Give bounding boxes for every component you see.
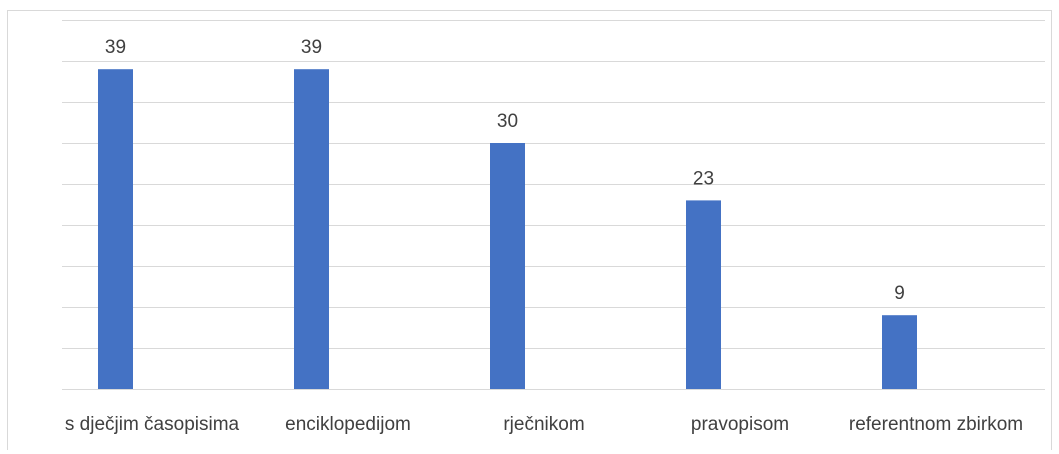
bar-3: [686, 200, 721, 389]
data-label-1: 39: [301, 37, 322, 58]
category-tick-labels: s dječjim časopisima enciklopedijom rječni…: [65, 414, 1023, 435]
data-labels: 39 39 30 23 9: [105, 37, 905, 304]
bars: [98, 69, 917, 389]
bar-0: [98, 69, 133, 389]
bar-2: [490, 143, 525, 389]
tick-label-0: s dječjim časopisima: [65, 414, 240, 435]
chart-frame: [7, 10, 1052, 450]
data-label-2: 30: [497, 111, 518, 132]
data-label-0: 39: [105, 37, 126, 58]
data-label-4: 9: [894, 283, 905, 304]
bar-4: [882, 315, 917, 389]
bar-1: [294, 69, 329, 389]
tick-label-1: enciklopedijom: [285, 414, 411, 435]
gridlines: [62, 20, 1045, 390]
tick-label-2: rječnikom: [503, 414, 584, 435]
tick-label-4: referentnom zbirkom: [849, 414, 1023, 435]
tick-label-3: pravopisom: [691, 414, 789, 435]
data-label-3: 23: [693, 168, 714, 189]
